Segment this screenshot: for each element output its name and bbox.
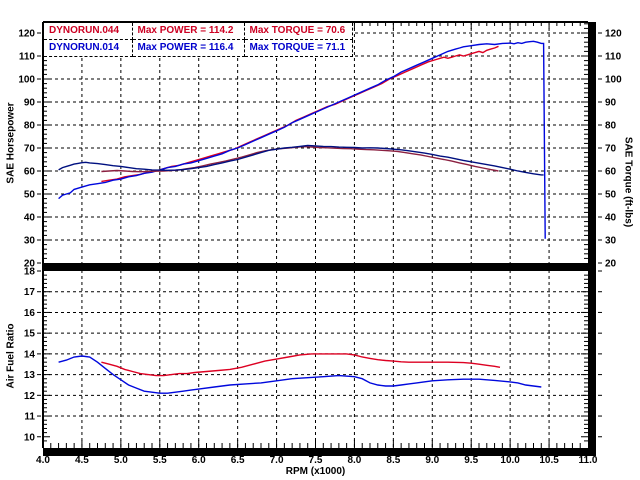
hp-tick-label: 80 <box>24 121 36 132</box>
afr-curve-dynorun-044 <box>101 353 501 377</box>
rpm-tick-label: 6.5 <box>231 455 245 466</box>
torque-tick-label: 120 <box>605 29 622 40</box>
rpm-tick-label: 10.5 <box>539 455 559 466</box>
afr-tick-label: 14 <box>24 349 36 360</box>
afr-tick-label: 16 <box>24 308 36 319</box>
rpm-tick-label: 9.5 <box>464 455 478 466</box>
rpm-tick-label: 10.0 <box>500 455 520 466</box>
torque-tick-label: 20 <box>605 259 617 270</box>
torque-tick-label: 70 <box>605 144 617 155</box>
torque-axis-label: SAE Torque (ft-lbs) <box>622 136 634 228</box>
afr-tick-label: 12 <box>24 391 36 402</box>
torque-tick-label: 100 <box>605 75 622 86</box>
hp-tick-label: 90 <box>24 98 36 109</box>
legend-max-power: Max POWER = 116.4 <box>132 39 245 57</box>
rpm-tick-label: 8.5 <box>386 455 400 466</box>
legend-row-run014: DYNORUN.014 Max POWER = 116.4 Max TORQUE =… <box>44 39 353 57</box>
afr-curve-dynorun-014 <box>58 355 542 394</box>
torque-tick-label: 50 <box>605 190 617 201</box>
afr-axis-label: Air Fuel Ratio <box>5 323 17 389</box>
legend-max-torque: Max TORQUE = 71.1 <box>244 39 353 57</box>
legend-row-run044: DYNORUN.044 Max POWER = 114.2 Max TORQUE =… <box>44 23 353 40</box>
rpm-tick-label: 4.0 <box>36 455 50 466</box>
rpm-axis-label: RPM (x1000) <box>285 466 346 477</box>
afr-tick-label: 13 <box>24 370 36 381</box>
rpm-tick-label: 4.5 <box>75 455 89 466</box>
torque-tick-label: 80 <box>605 121 617 132</box>
plot-frame <box>42 21 596 456</box>
hp-tick-label: 30 <box>24 236 36 247</box>
rpm-tick-label: 5.5 <box>153 455 167 466</box>
afr-tick-label: 10 <box>24 432 36 443</box>
hp-tick-label: 100 <box>18 75 35 86</box>
afr-tick-label: 11 <box>24 412 35 423</box>
afr-tick-label: 15 <box>24 329 36 340</box>
torque-tick-label: 90 <box>605 98 617 109</box>
legend-max-torque: Max TORQUE = 70.6 <box>244 23 353 40</box>
rpm-tick-label: 7.0 <box>270 455 284 466</box>
torque-tick-label: 110 <box>605 52 622 63</box>
hp-tick-label: 70 <box>24 144 36 155</box>
power-curve-dynorun-014 <box>58 40 546 239</box>
torque-tick-label: 40 <box>605 213 617 224</box>
torque-curve-dynorun-014 <box>58 144 544 176</box>
torque-tick-label: 60 <box>605 167 617 178</box>
rpm-tick-label: 5.0 <box>114 455 128 466</box>
hp-tick-label: 60 <box>24 167 36 178</box>
hp-tick-label: 110 <box>19 52 36 63</box>
rpm-tick-label: 7.5 <box>309 455 323 466</box>
rpm-tick-label: 11.0 <box>579 455 598 466</box>
hp-tick-label: 120 <box>18 29 35 40</box>
legend-run-name: DYNORUN.044 <box>44 23 133 40</box>
rpm-tick-label: 8.0 <box>347 455 361 466</box>
hp-tick-label: 40 <box>24 213 36 224</box>
rpm-tick-label: 9.0 <box>425 455 439 466</box>
torque-tick-label: 30 <box>605 236 617 247</box>
rpm-tick-label: 6.0 <box>192 455 206 466</box>
hp-tick-label: 50 <box>24 190 36 201</box>
legend: DYNORUN.044 Max POWER = 114.2 Max TORQUE =… <box>44 23 353 57</box>
afr-tick-label: 17 <box>24 287 36 298</box>
legend-run-name: DYNORUN.014 <box>44 39 133 57</box>
horsepower-axis-label: SAE Horsepower <box>5 102 17 184</box>
afr-tick-label: 18 <box>24 267 36 278</box>
hp-tick-label: 20 <box>24 259 36 270</box>
legend-max-power: Max POWER = 114.2 <box>132 23 245 40</box>
tick-labels: 120 120 110 110 100 100 90 90 80 80 70 70 60 60 50 50 40… <box>18 29 622 467</box>
